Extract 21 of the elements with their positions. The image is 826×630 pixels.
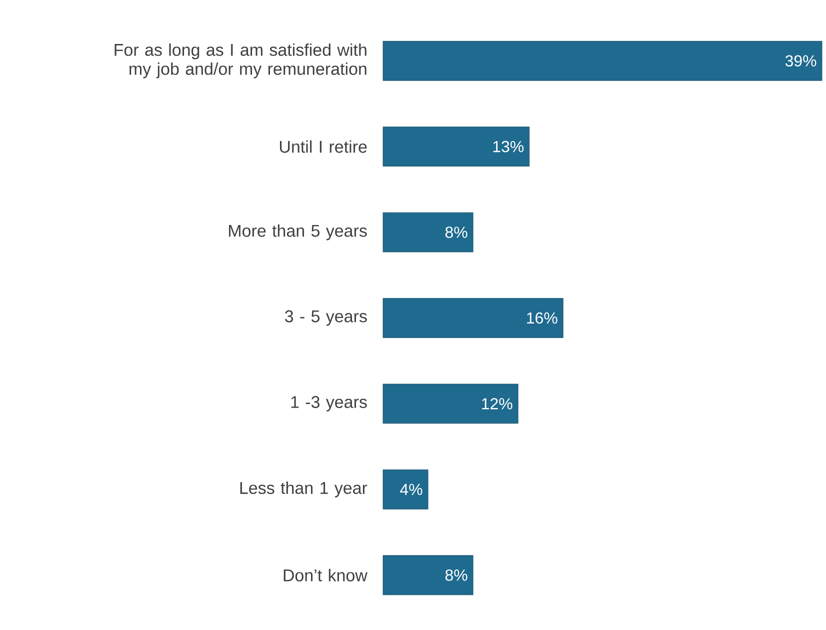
data-label: 8% bbox=[445, 226, 468, 238]
y-tick-label: Less than 1 year bbox=[240, 482, 368, 498]
y-tick-label: 1 -3 years bbox=[291, 396, 367, 412]
data-label: 13% bbox=[493, 140, 524, 152]
data-label: 4% bbox=[400, 484, 422, 496]
y-tick-label: More than 5 years bbox=[229, 224, 367, 240]
data-label: 12% bbox=[482, 398, 512, 410]
data-label: 8% bbox=[445, 569, 468, 581]
bar bbox=[382, 555, 474, 596]
bar bbox=[382, 40, 822, 81]
y-tick-label: 3 - 5 years bbox=[284, 310, 367, 326]
bar bbox=[382, 384, 518, 424]
data-label: 39% bbox=[785, 55, 816, 67]
data-label: 16% bbox=[527, 312, 558, 324]
bar bbox=[382, 470, 428, 510]
y-tick-label: Don’t know bbox=[284, 568, 368, 582]
bar bbox=[382, 298, 564, 338]
bar bbox=[382, 126, 530, 166]
y-tick-label: For as long as I am satisfied with my job and/or my remuneration bbox=[114, 43, 366, 78]
y-tick-label: Until I retire bbox=[280, 140, 367, 153]
bar bbox=[382, 212, 474, 252]
